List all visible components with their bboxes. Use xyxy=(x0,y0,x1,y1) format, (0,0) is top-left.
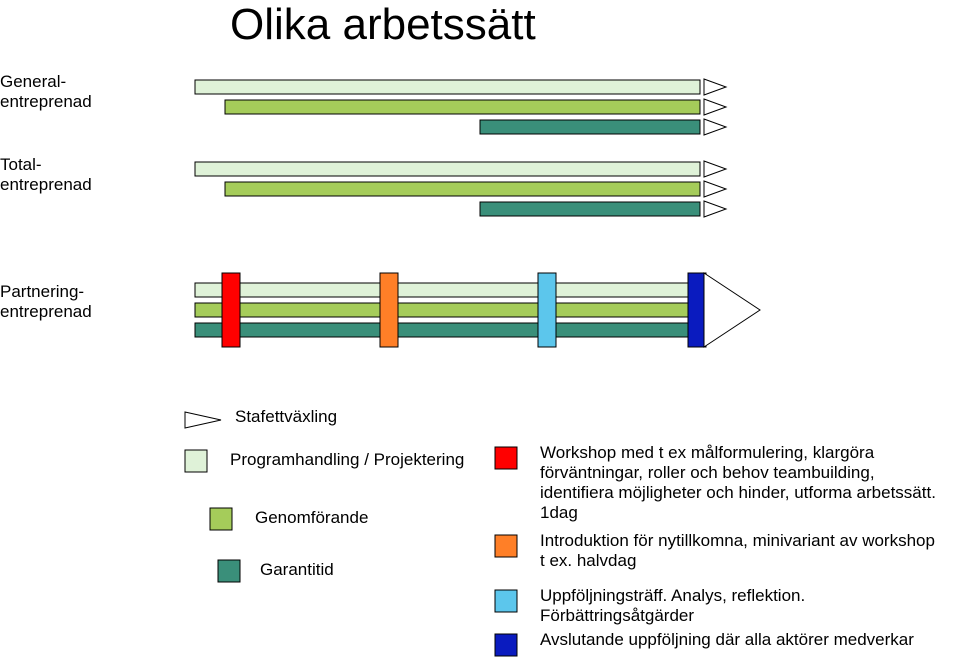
legend-intro: Introduktion för nytillkomna, minivarian… xyxy=(540,531,940,571)
legend-garantitid: Garantitid xyxy=(260,560,334,580)
legend-program: Programhandling / Projektering xyxy=(230,450,464,470)
legend-genomforande: Genomförande xyxy=(255,508,368,528)
legend-stafett: Stafettväxling xyxy=(235,407,337,427)
legend-avslutande: Avslutande uppföljning där alla aktörer … xyxy=(540,630,940,650)
legend-workshop: Workshop med t ex målformulering, klargö… xyxy=(540,443,940,523)
page-root: { "title": "Olika arbetssätt", "title_fo… xyxy=(0,0,959,666)
legend-uppfoljning: Uppföljningsträff. Analys, reflektion. F… xyxy=(540,586,940,626)
